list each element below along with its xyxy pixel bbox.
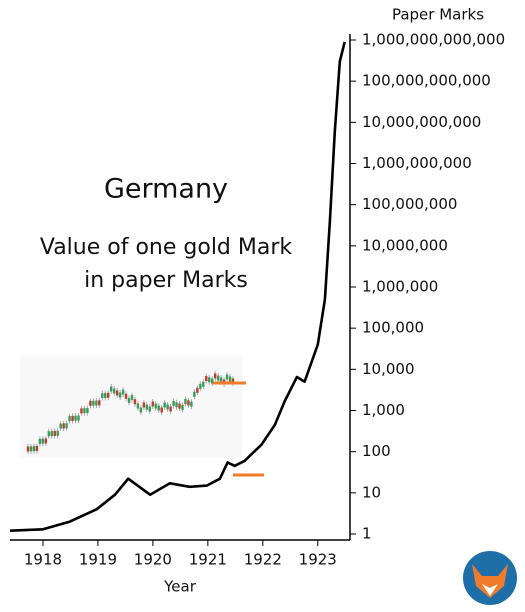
inset-candle bbox=[199, 383, 202, 389]
inset-candle bbox=[163, 402, 166, 408]
inset-candle bbox=[130, 395, 134, 401]
y-tick-label: 10,000,000,000 bbox=[362, 113, 481, 131]
y-tick-label: 100,000,000 bbox=[362, 195, 457, 213]
inset-candle bbox=[41, 438, 45, 444]
inset-candle bbox=[190, 401, 193, 407]
inset-candle bbox=[157, 405, 160, 411]
inset-candle bbox=[154, 403, 157, 409]
data-line bbox=[9, 41, 346, 532]
inset-candle bbox=[68, 416, 71, 422]
inset-candle bbox=[101, 393, 104, 399]
inset-candle bbox=[121, 389, 125, 395]
inset-candle bbox=[80, 408, 83, 414]
inset-candle bbox=[65, 423, 68, 429]
x-tick-label: 1920 bbox=[134, 551, 172, 569]
inset-candle bbox=[184, 399, 187, 405]
inset-candle bbox=[211, 378, 214, 384]
inset-candle bbox=[44, 438, 48, 444]
subtitle: Value of one gold Mark bbox=[40, 235, 293, 260]
inset-candle bbox=[86, 408, 89, 414]
inset-candle bbox=[109, 386, 113, 392]
inset-candle bbox=[139, 407, 143, 413]
inset-candle bbox=[181, 404, 184, 410]
inset-candle bbox=[193, 391, 196, 397]
inset-candle bbox=[228, 376, 232, 382]
inset-candle bbox=[32, 446, 36, 452]
inset-candle bbox=[107, 392, 110, 398]
inset-candle bbox=[95, 400, 98, 406]
inset-candle bbox=[169, 406, 172, 412]
y-tick-label: 1,000,000 bbox=[362, 278, 438, 296]
inset-candle bbox=[115, 390, 119, 396]
inset-candle bbox=[83, 408, 86, 414]
inset-candle bbox=[133, 399, 137, 405]
x-tick-label: 1919 bbox=[79, 551, 117, 569]
y-tick-label: 1,000 bbox=[362, 401, 405, 419]
inset-candle bbox=[29, 446, 33, 452]
inset-candle bbox=[47, 431, 50, 437]
x-tick-label: 1922 bbox=[244, 551, 282, 569]
inset-candle bbox=[178, 403, 181, 409]
y-tick-label: 1 bbox=[362, 525, 372, 543]
inset-candle bbox=[112, 388, 116, 394]
chart-title: Germany bbox=[104, 174, 228, 205]
y-tick-label: 100 bbox=[362, 442, 391, 460]
inset-candle bbox=[187, 400, 190, 406]
inset-candle bbox=[231, 378, 235, 384]
logo bbox=[463, 551, 517, 605]
subtitle: in paper Marks bbox=[84, 268, 248, 293]
inset-candle bbox=[127, 397, 131, 403]
inset-candle bbox=[71, 415, 74, 421]
inset-candle bbox=[202, 381, 205, 387]
inset-candle bbox=[219, 377, 223, 383]
inset-candle bbox=[92, 400, 95, 406]
y-tick-label: 1,000,000,000,000 bbox=[362, 31, 505, 49]
inset-candle bbox=[74, 415, 77, 421]
inset-candle bbox=[205, 376, 208, 382]
inset-candle bbox=[166, 404, 169, 410]
inset-candle bbox=[151, 401, 154, 407]
y-axis-label: Paper Marks bbox=[392, 6, 484, 24]
inset-candle bbox=[53, 430, 56, 436]
inset-candle bbox=[98, 400, 101, 406]
y-tick-label: 10,000,000 bbox=[362, 236, 448, 254]
inset-candle bbox=[124, 393, 128, 399]
inset-candle bbox=[26, 446, 30, 452]
inset-candle bbox=[148, 406, 152, 412]
inset-candle bbox=[160, 407, 163, 413]
x-tick-label: 1923 bbox=[299, 551, 337, 569]
inset-candle bbox=[118, 392, 122, 398]
x-axis-label: Year bbox=[163, 578, 197, 596]
inset-candle bbox=[142, 402, 146, 408]
y-tick-label: 10 bbox=[362, 483, 381, 501]
inset-candle bbox=[175, 402, 178, 408]
inset-candle bbox=[56, 430, 59, 436]
inset-candle bbox=[145, 404, 149, 410]
inset-background bbox=[20, 355, 242, 457]
inset-candle bbox=[196, 387, 199, 393]
inset-candle bbox=[38, 438, 42, 444]
inset-candle bbox=[89, 400, 92, 406]
inset-candle bbox=[59, 423, 62, 429]
inset-candle bbox=[225, 374, 229, 380]
inset-candle bbox=[172, 400, 175, 406]
x-tick-label: 1921 bbox=[189, 551, 227, 569]
inset-candle bbox=[136, 403, 140, 409]
inset-candle bbox=[213, 373, 217, 379]
inset-candle bbox=[216, 375, 220, 381]
inset-chart bbox=[26, 371, 235, 454]
x-tick-label: 1918 bbox=[24, 551, 62, 569]
y-tick-label: 100,000,000,000 bbox=[362, 72, 491, 90]
y-tick-label: 10,000 bbox=[362, 360, 415, 378]
inset-candle bbox=[77, 415, 80, 421]
y-tick-label: 100,000 bbox=[362, 319, 424, 337]
inset-candle bbox=[62, 423, 65, 429]
y-tick-label: 1,000,000,000 bbox=[362, 154, 472, 172]
inset-candle bbox=[208, 377, 211, 383]
inset-candle bbox=[104, 392, 107, 398]
inset-candle bbox=[50, 431, 53, 437]
inset-candle bbox=[35, 445, 39, 451]
